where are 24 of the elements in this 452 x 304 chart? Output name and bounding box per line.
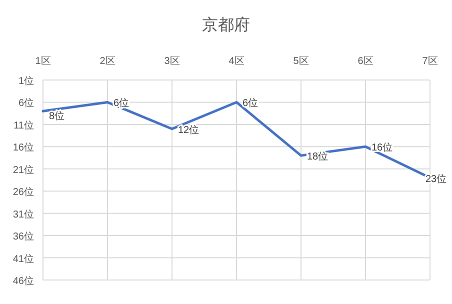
x-tick-label: 1区 — [35, 56, 51, 67]
y-tick-label: 26位 — [12, 186, 34, 198]
x-tick-label: 2区 — [100, 56, 116, 67]
x-tick-label: 6区 — [358, 56, 374, 67]
data-label: 12位 — [178, 124, 200, 136]
data-label: 8位 — [49, 110, 65, 122]
y-tick-label: 6位 — [18, 97, 34, 110]
y-tick-label: 46位 — [12, 275, 34, 287]
y-tick-label: 36位 — [12, 230, 34, 243]
y-tick-label: 1位 — [18, 75, 34, 87]
y-tick-label: 31位 — [12, 208, 34, 220]
x-tick-label: 4区 — [228, 56, 244, 67]
y-tick-label: 21位 — [12, 164, 34, 176]
data-label: 16位 — [372, 142, 393, 154]
data-label: 18位 — [307, 150, 328, 163]
data-label: 6位 — [242, 97, 258, 110]
chart-title: 京都府 — [202, 16, 250, 34]
x-tick-label: 3区 — [164, 56, 180, 67]
x-tick-label: 5区 — [293, 56, 309, 67]
y-tick-label: 16位 — [12, 142, 34, 154]
y-tick-label: 41位 — [12, 252, 34, 265]
y-tick-label: 11位 — [14, 119, 34, 132]
x-tick-label: 7区 — [422, 56, 438, 67]
data-label: 23位 — [425, 172, 447, 185]
